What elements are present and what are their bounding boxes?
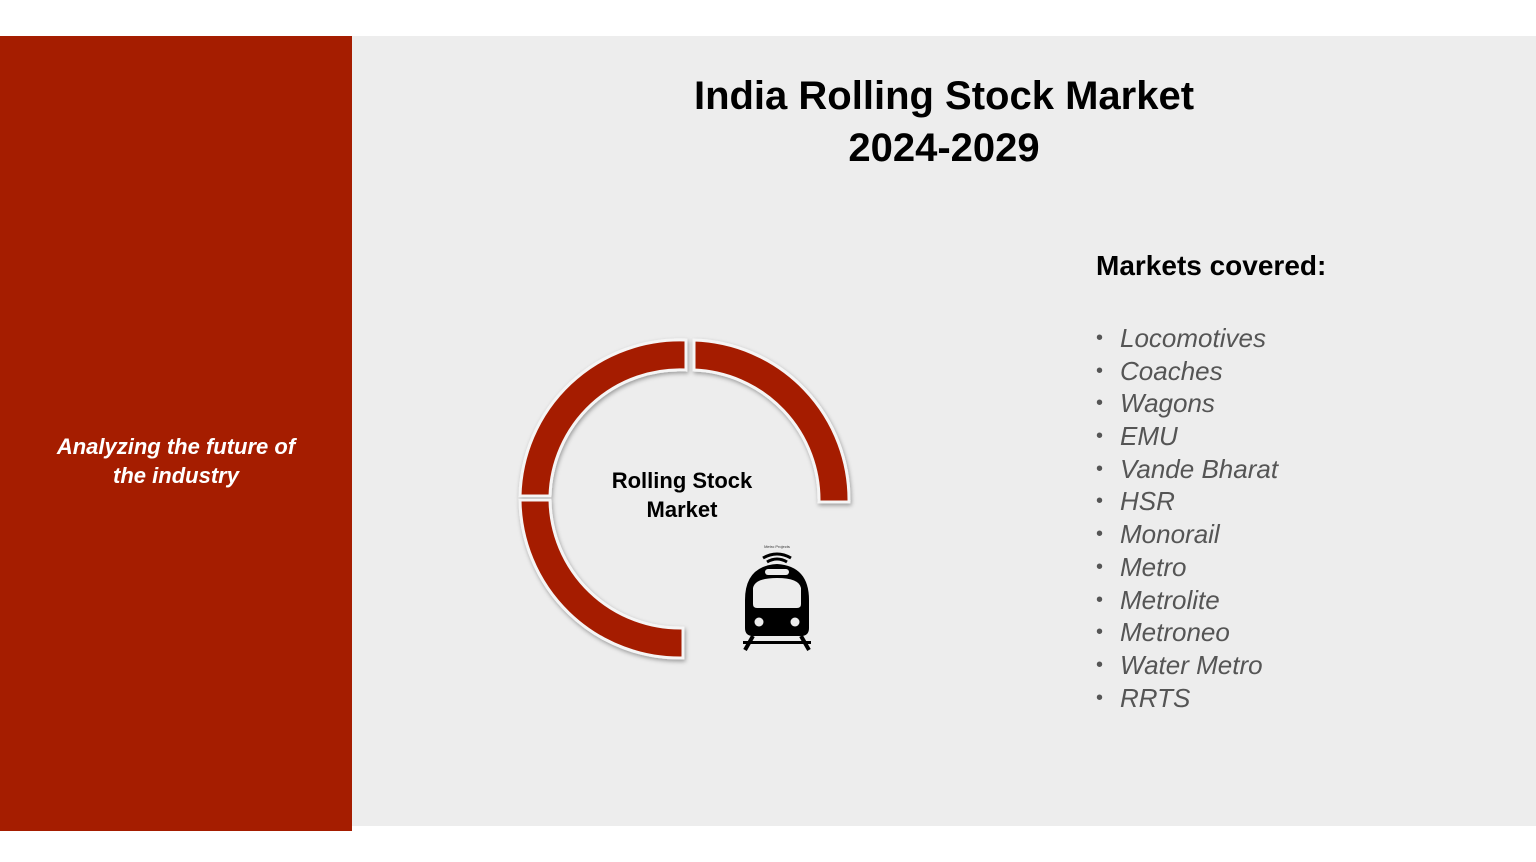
bullet: •	[1096, 457, 1104, 480]
ring-segment-bottom-left	[518, 498, 685, 660]
market-label: EMU	[1120, 421, 1178, 452]
title-line-2: 2024-2029	[848, 126, 1040, 170]
page-title: India Rolling Stock Market 2024-2029	[600, 70, 1288, 174]
market-label: Metrolite	[1120, 584, 1220, 615]
tagline-line-1: Analyzing the future of	[56, 434, 296, 459]
market-label: Locomotives	[1120, 323, 1266, 353]
market-label: RRTS	[1120, 682, 1191, 713]
market-label: Wagons	[1120, 388, 1215, 419]
bullet: •	[1096, 327, 1104, 349]
market-label: Vande Bharat	[1120, 453, 1279, 484]
markets-list: • Locomotives • Coaches • Wagons • EMU • Vand…	[1096, 322, 1278, 714]
market-label: Water Metro	[1120, 649, 1263, 680]
bullet: •	[1096, 523, 1104, 546]
list-item: • Metrolite	[1096, 584, 1278, 617]
bullet: •	[1096, 686, 1104, 709]
markets-heading: Markets covered:	[1096, 250, 1327, 281]
market-label: Metroneo	[1120, 617, 1230, 648]
list-item: • HSR	[1096, 485, 1278, 518]
ring-segment-top-left	[518, 338, 688, 498]
sidebar-panel	[0, 36, 352, 831]
list-item: • EMU	[1096, 420, 1278, 453]
bullet: •	[1096, 621, 1104, 644]
ring-diagram	[518, 338, 851, 660]
list-item: • Locomotives	[1096, 322, 1278, 355]
bullet: •	[1096, 490, 1104, 513]
bullet: •	[1096, 588, 1104, 611]
bullet: •	[1096, 359, 1104, 382]
bullet: •	[1096, 555, 1104, 578]
bullet: •	[1096, 653, 1104, 676]
sidebar-tagline: Analyzing the future of the industry	[0, 432, 352, 490]
title-line-1: India Rolling Stock Market	[693, 74, 1195, 118]
center-label-line-2: Market	[646, 497, 718, 522]
center-label-line-1: Rolling Stock	[611, 468, 753, 493]
tagline-line-2: the industry	[113, 463, 239, 488]
list-item: • RRTS	[1096, 682, 1278, 715]
list-item: • Water Metro	[1096, 649, 1278, 682]
market-label: Monorail	[1120, 519, 1220, 550]
list-item: • Coaches	[1096, 355, 1278, 388]
list-item: • Metro	[1096, 551, 1278, 584]
market-label: Metro	[1120, 551, 1187, 582]
bullet: •	[1096, 392, 1104, 415]
market-label: Coaches	[1120, 355, 1223, 386]
list-item: • Wagons	[1096, 387, 1278, 420]
ring-segment-top-right	[692, 338, 851, 504]
train-icon: Metro Projects	[743, 544, 811, 651]
ring-center-label: Rolling Stock Market	[590, 466, 774, 524]
market-label: HSR	[1120, 486, 1175, 517]
list-item: • Monorail	[1096, 518, 1278, 551]
list-item: • Vande Bharat	[1096, 453, 1278, 486]
train-icon-caption: Metro Projects	[764, 544, 790, 549]
list-item: • Metroneo	[1096, 616, 1278, 649]
bullet: •	[1096, 425, 1104, 448]
